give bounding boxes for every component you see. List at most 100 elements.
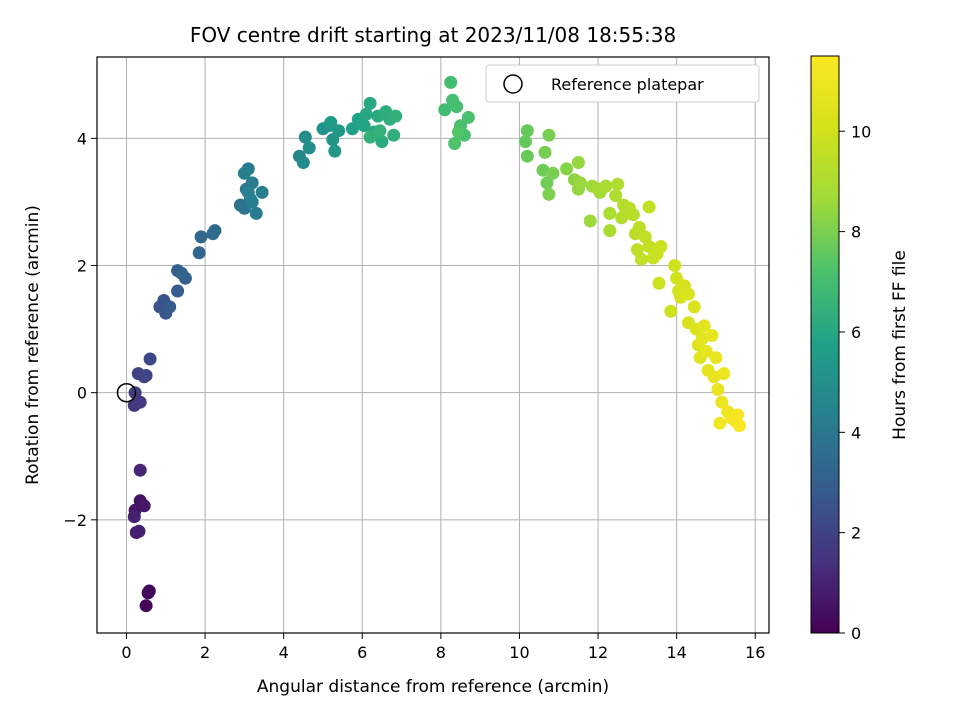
data-point — [139, 369, 153, 382]
data-point — [599, 179, 613, 193]
data-point — [132, 524, 146, 538]
x-axis-label: Angular distance from reference (arcmin) — [257, 677, 609, 697]
colorbar-gradient — [810, 55, 840, 634]
y-tick-label: 2 — [77, 257, 87, 276]
data-point — [715, 395, 729, 409]
data-point — [241, 185, 255, 199]
data-point — [438, 103, 452, 117]
colorbar: 0 2 4 6 8 10 Hours from first FF file — [810, 55, 910, 643]
data-point — [664, 304, 678, 318]
data-point — [452, 125, 465, 139]
data-point — [127, 510, 141, 524]
data-point — [654, 240, 668, 253]
data-point — [711, 383, 725, 396]
x-tick-label: 10 — [509, 643, 529, 662]
data-point — [687, 300, 701, 314]
data-point — [520, 124, 534, 138]
data-point — [540, 176, 554, 190]
x-tick-label: 4 — [279, 643, 289, 662]
data-point — [345, 122, 359, 136]
x-tick-label: 8 — [436, 643, 446, 662]
data-point — [137, 499, 151, 513]
data-point — [143, 352, 157, 366]
colorbar-tick-label: 8 — [851, 223, 861, 242]
colorbar-tick-label: 0 — [851, 624, 861, 643]
colorbar-tick-label: 6 — [851, 323, 861, 342]
data-point — [175, 266, 188, 280]
data-point — [237, 166, 251, 180]
data-point — [695, 332, 709, 346]
data-point — [133, 395, 147, 409]
data-point — [546, 166, 560, 180]
data-points — [127, 75, 746, 613]
x-axis-ticks: 0 2 4 6 8 10 12 14 16 — [121, 633, 765, 662]
y-tick-label: −2 — [63, 511, 87, 530]
data-point — [363, 130, 377, 144]
x-tick-label: 6 — [357, 643, 367, 662]
reference-platepar-marker — [116, 382, 137, 403]
data-point — [707, 370, 721, 384]
data-point — [389, 109, 403, 123]
data-point — [626, 208, 640, 222]
data-point — [444, 75, 458, 89]
data-point — [328, 144, 342, 158]
reference-marker — [116, 382, 137, 403]
y-tick-label: 4 — [77, 129, 87, 148]
y-axis-ticks: −2 0 2 4 — [63, 129, 97, 530]
legend: Reference platepar — [485, 64, 760, 103]
x-tick-label: 2 — [200, 643, 210, 662]
data-point — [603, 206, 617, 220]
data-point — [296, 156, 310, 169]
data-point — [357, 119, 371, 133]
data-point — [171, 284, 185, 298]
data-point — [571, 156, 585, 169]
data-point — [520, 149, 534, 163]
data-point — [632, 220, 646, 234]
chart-title: FOV centre drift starting at 2023/11/08 … — [190, 23, 676, 47]
data-point — [133, 463, 147, 477]
grid-lines — [97, 57, 769, 633]
data-point — [249, 206, 263, 220]
data-point — [583, 214, 597, 228]
legend-reference-marker — [503, 74, 523, 94]
data-point — [697, 319, 711, 333]
data-point — [518, 135, 532, 149]
data-point — [713, 416, 727, 430]
data-point — [573, 176, 587, 190]
data-point — [332, 124, 346, 138]
data-point — [375, 135, 389, 149]
x-tick-label: 12 — [588, 643, 608, 662]
data-point — [206, 227, 220, 241]
data-point — [450, 100, 464, 114]
data-point — [709, 351, 723, 365]
data-point — [194, 230, 208, 244]
data-point — [705, 329, 719, 342]
data-point — [634, 252, 648, 266]
colorbar-tick-label: 10 — [851, 122, 871, 141]
data-point — [609, 189, 623, 203]
data-point — [373, 124, 387, 138]
data-point — [603, 224, 617, 238]
data-point — [668, 259, 682, 272]
y-tick-label: 0 — [77, 384, 87, 403]
data-point — [363, 96, 377, 110]
data-point — [681, 287, 695, 301]
data-point — [699, 344, 713, 358]
data-point — [733, 419, 746, 433]
data-point — [611, 177, 625, 191]
data-point — [642, 200, 656, 214]
plot-frame — [96, 56, 770, 634]
data-point — [542, 128, 556, 142]
data-point — [387, 128, 401, 142]
data-point — [298, 130, 312, 144]
data-point — [142, 584, 156, 598]
x-tick-label: 0 — [121, 643, 131, 662]
colorbar-label: Hours from first FF file — [890, 250, 910, 440]
data-point — [536, 163, 550, 177]
colorbar-ticks: 0 2 4 6 8 10 — [839, 122, 871, 643]
legend-box — [485, 64, 760, 103]
data-point — [538, 145, 552, 159]
colorbar-tick-label: 2 — [851, 524, 861, 543]
data-point — [359, 107, 373, 121]
